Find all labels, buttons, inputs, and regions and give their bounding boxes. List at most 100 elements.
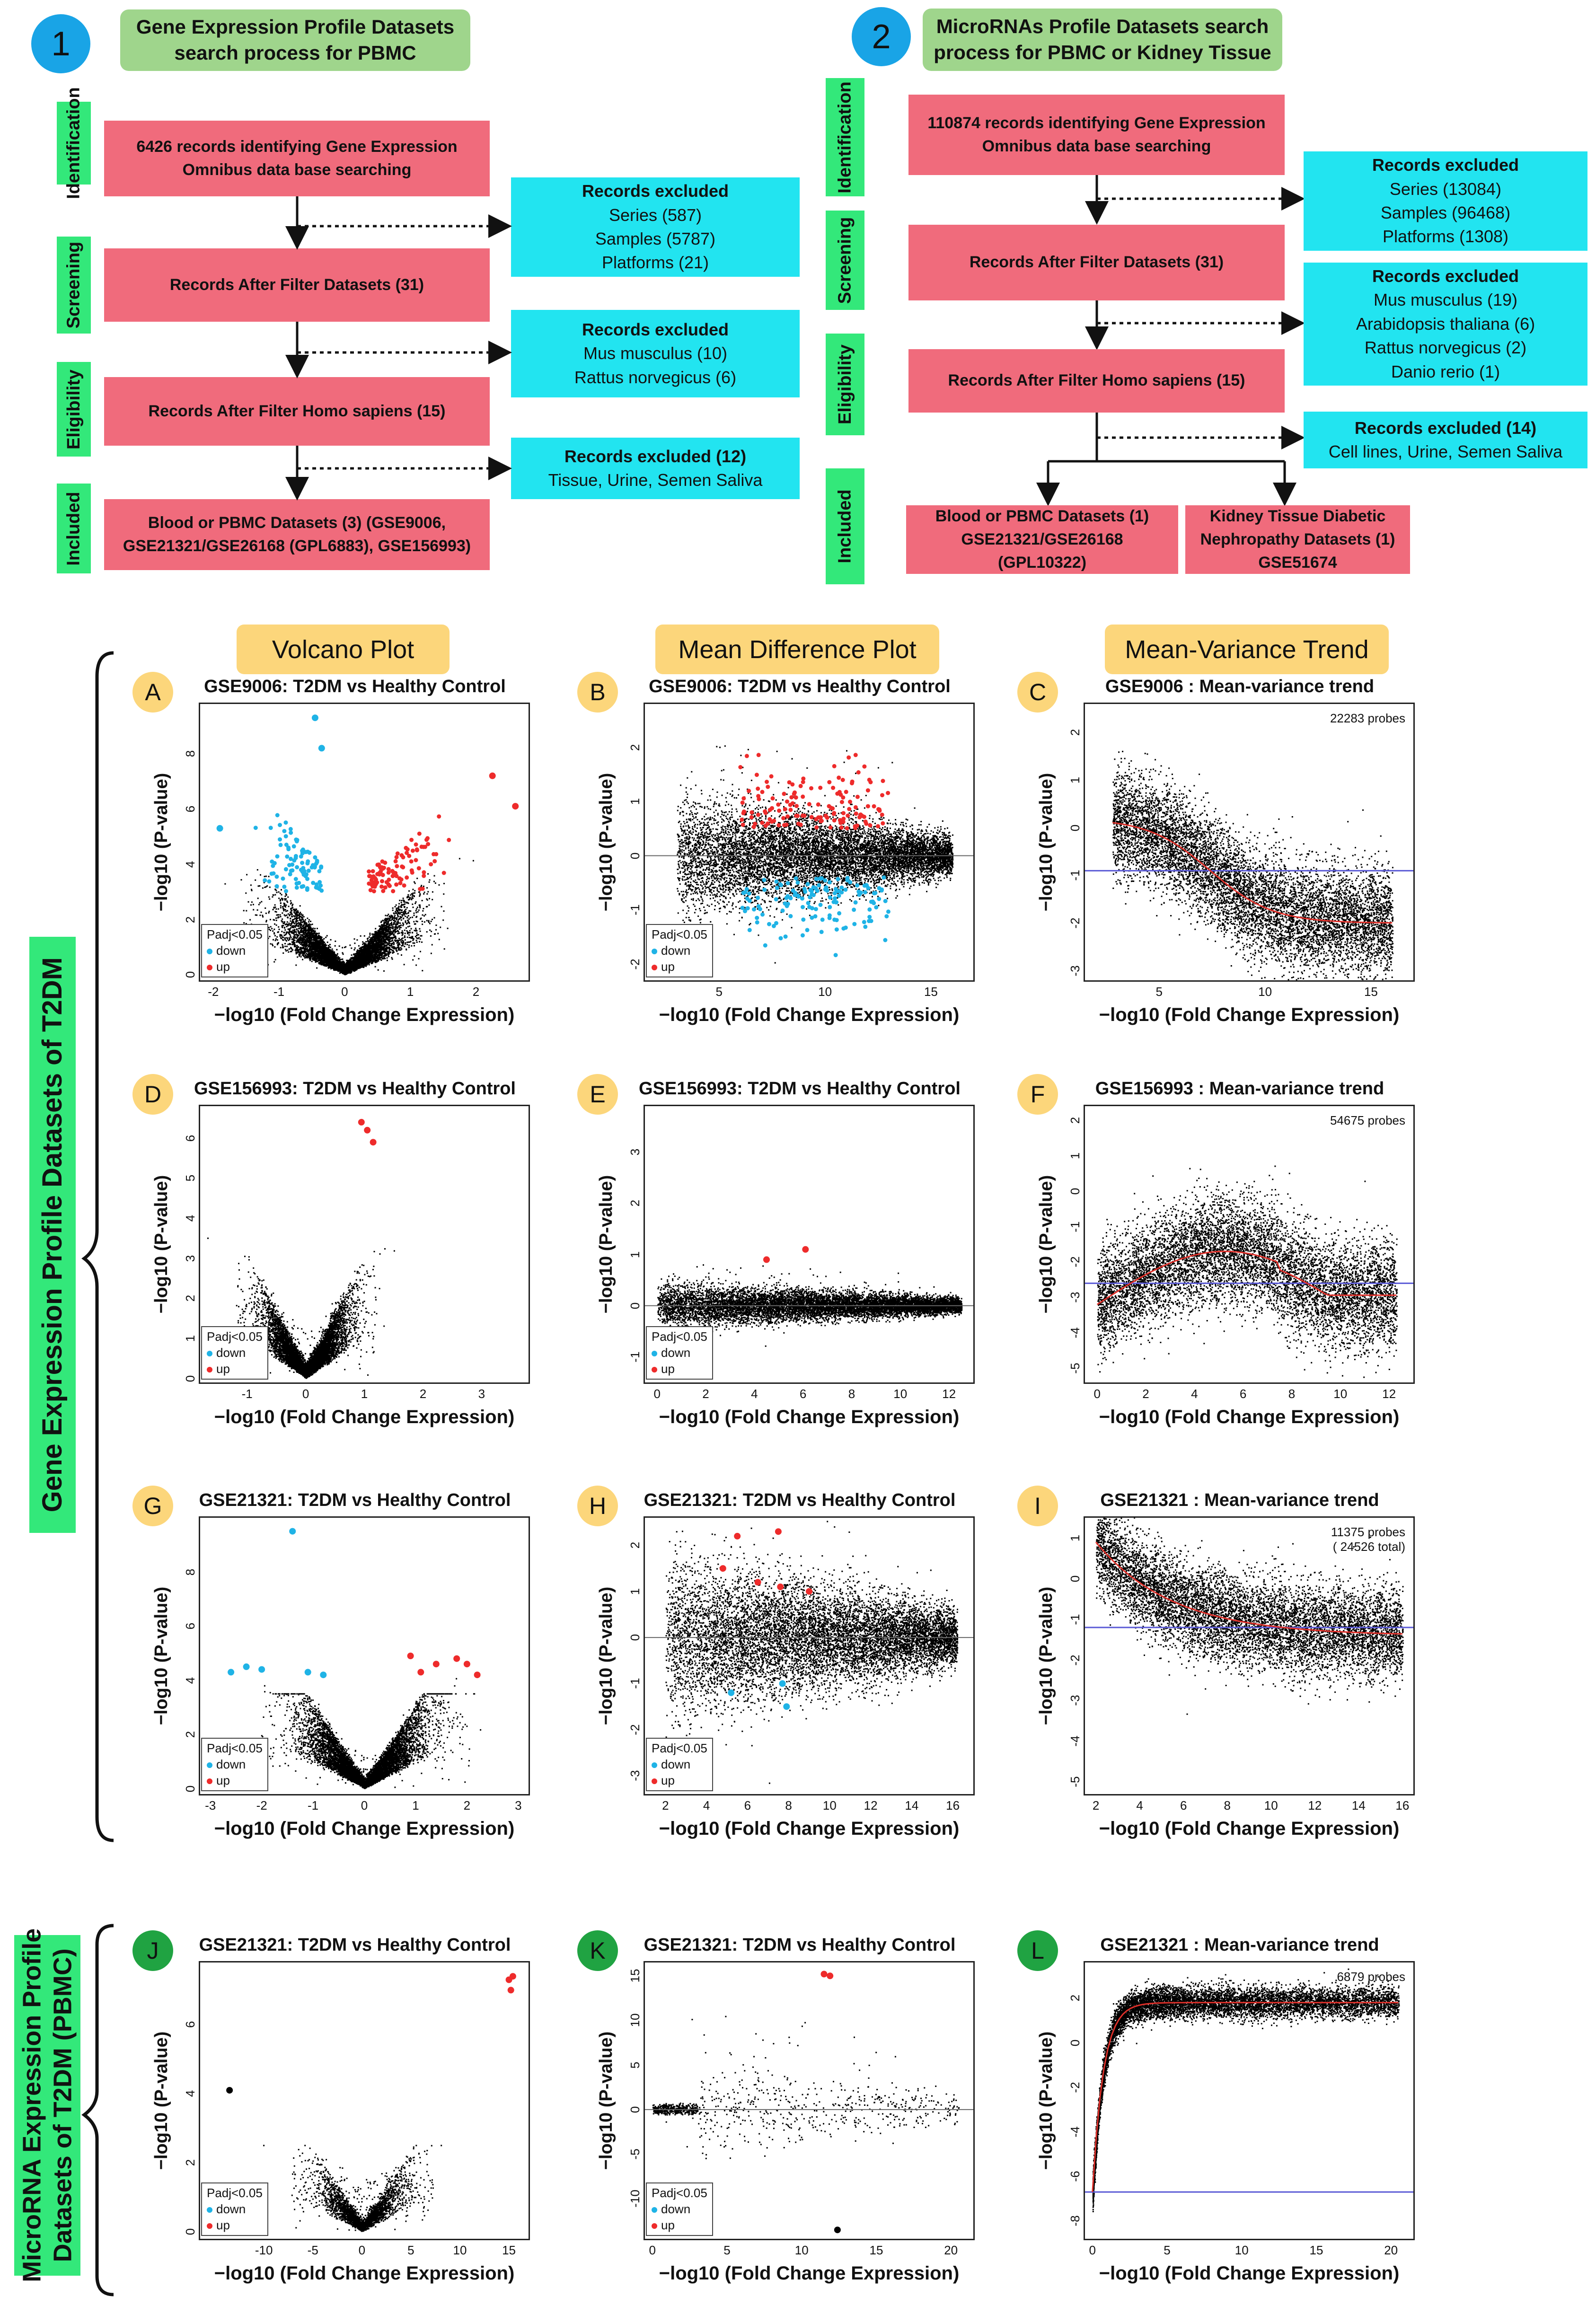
chart-svg [645,1246,973,1347]
down-point [294,885,299,890]
highlight-point [258,1666,265,1673]
up-point [422,873,426,878]
legend-up-swatch [652,964,657,970]
x-axis-label: −log10 (Fold Change Expression) [1099,1004,1400,1025]
y-axis-label: −log10 (P-value) [151,1586,171,1725]
flow2-stage-screening: Screening [826,211,864,310]
down-point [743,890,748,895]
y-tick-label: 2 [1068,729,1082,736]
x-tick-label: 4 [1191,1387,1198,1401]
legend-down-swatch [652,2207,657,2213]
up-point [744,754,749,758]
down-point [289,856,293,861]
x-tick-label: -1 [308,1798,319,1813]
up-point [801,780,805,784]
up-point [816,815,821,820]
y-axis-label: −log10 (P-value) [151,2031,171,2170]
legend: Padj<0.05 down up [646,1738,713,1792]
panel-badge-j: J [132,1930,173,1971]
down-point [884,914,889,919]
up-point [865,788,870,793]
x-tick-label: 3 [478,1387,485,1401]
highlight-point [728,1689,735,1696]
flow2-excluded-2-line: Mus musculus (19) [1373,290,1518,310]
x-axis-label: −log10 (Fold Change Expression) [214,1818,515,1839]
legend-title: Padj<0.05 [207,2186,263,2200]
highlight-point [320,1672,327,1679]
down-point [743,909,747,914]
chart-svg [1085,1518,1413,1715]
down-point [282,829,287,834]
chart-title: GSE156993: T2DM vs Healthy Control [194,1079,516,1099]
y-tick-label: 1 [628,1251,642,1258]
y-tick-label: 8 [183,1568,197,1575]
y-tick-label: 1 [1068,1534,1082,1542]
y-tick-label: -1 [1068,1614,1082,1625]
sidebar-mirna: MicroRNA Expression Profile Datasets of T… [14,1928,80,2282]
point-cloud [1112,750,1394,980]
flow2-box-screening: Records After Filter Datasets (31) [908,225,1285,300]
down-point [289,830,293,835]
chart-svg [645,1971,973,2234]
y-tick-label: -1 [628,904,642,915]
y-tick-label: 2 [183,1295,197,1302]
flow1-box-included: Blood or PBMC Datasets (3) (GSE9006, GSE… [104,499,490,570]
up-point [757,797,761,801]
x-tick-label: 1 [412,1798,419,1813]
down-point [833,953,838,958]
down-point [805,928,810,933]
highlight-point [453,1655,460,1662]
down-point [288,872,292,877]
x-tick-label: 10 [794,2243,809,2257]
up-point [747,789,751,793]
legend-down-swatch [207,1762,212,1768]
legend: Padj<0.05 down up [646,924,713,978]
y-axis-label: −log10 (P-value) [596,1586,616,1725]
flow1-excluded-2-line: Mus musculus (10) [583,343,728,363]
chart-svg [645,1521,973,1784]
down-point [744,887,749,891]
highlight-point [834,2226,841,2234]
flow2-stage-included: Included [826,468,864,584]
down-point [779,883,784,888]
column-title-volcano: Volcano Plot [237,625,450,674]
y-tick-label: 6 [183,2021,197,2028]
x-tick-label: -5 [307,2243,318,2257]
y-axis-label: −log10 (P-value) [151,773,171,912]
chart-title: GSE21321: T2DM vs Healthy Control [644,1490,956,1510]
down-point [837,893,841,898]
flow2-excluded-1-head: Records excluded [1372,155,1519,175]
up-point [886,791,891,795]
panel-badge-k: K [577,1930,618,1971]
down-point [288,827,293,831]
y-tick-label: -3 [1068,965,1082,977]
up-point [841,795,846,800]
x-tick-label: -3 [205,1798,216,1813]
x-tick-label: 2 [662,1798,669,1813]
down-point [801,917,806,922]
panel-badge-d: D [132,1074,173,1115]
y-axis-label: −log10 (P-value) [596,773,616,912]
legend-up: up [207,1773,263,1789]
x-tick-label: 5 [407,2243,414,2257]
up-point [880,812,884,817]
x-axis-label: −log10 (Fold Change Expression) [659,2263,960,2284]
flow2-stage-eligibility: Eligibility [826,334,864,435]
y-tick-label: -8 [1068,2215,1082,2226]
x-tick-label: 0 [358,2243,366,2257]
down-point [747,928,752,933]
down-point [319,864,324,869]
y-tick-label: 0 [183,971,197,978]
up-point [790,782,795,787]
x-tick-label: 6 [1239,1387,1247,1401]
down-point [287,863,291,867]
panel-badge-h: H [577,1486,618,1526]
up-point [381,889,386,893]
up-point [379,865,384,870]
down-point [762,888,767,892]
up-point [789,795,794,800]
down-point [283,834,288,839]
up-point [828,825,833,830]
highlight-point [370,1139,377,1146]
up-point [802,813,807,818]
